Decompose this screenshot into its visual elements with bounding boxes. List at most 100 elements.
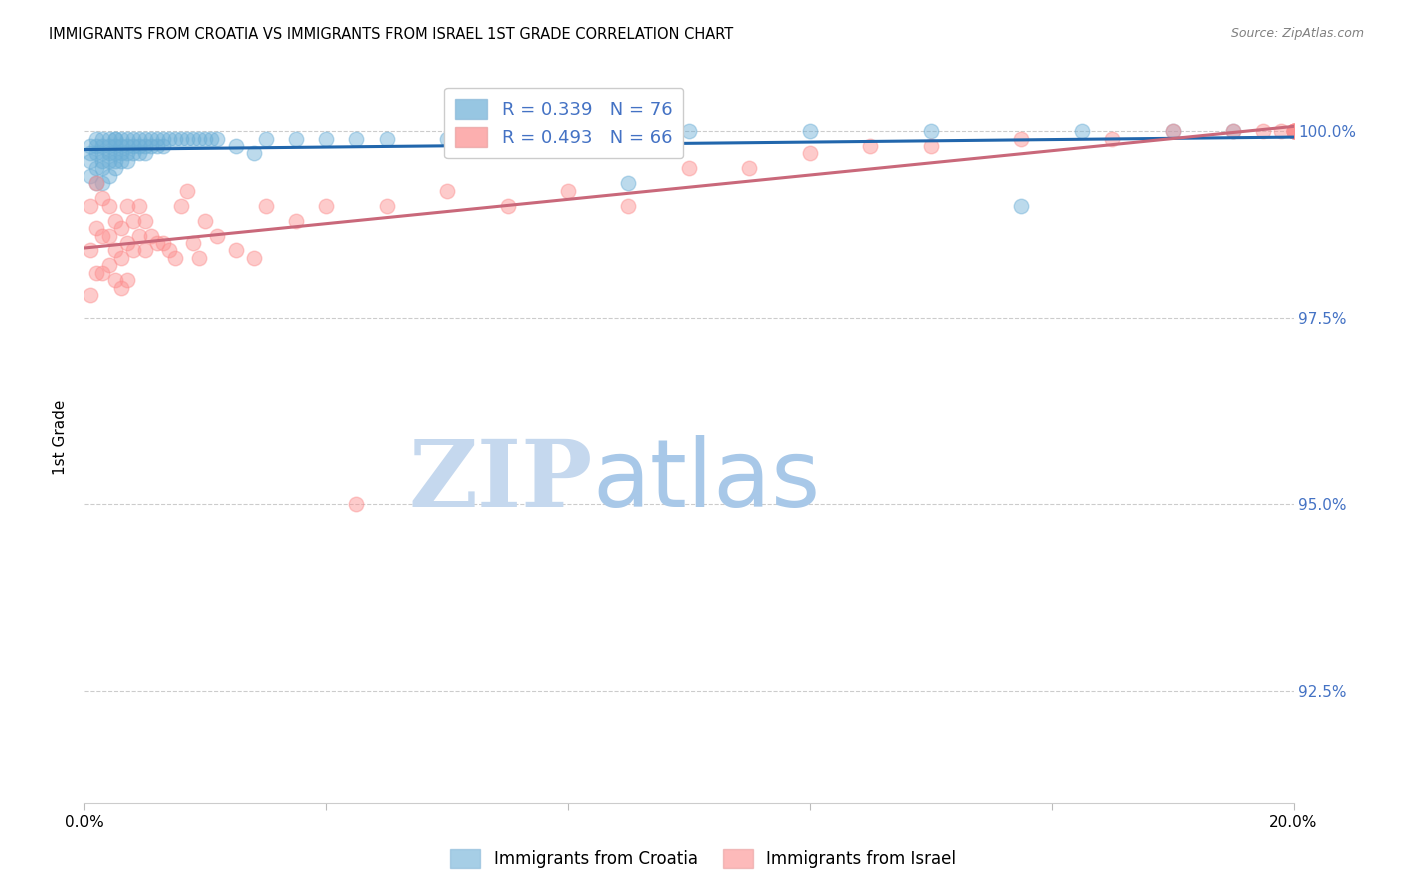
Point xyxy=(242,251,264,265)
Point xyxy=(176,184,198,198)
Point xyxy=(104,273,127,287)
Point xyxy=(200,131,222,145)
Text: Source: ZipAtlas.com: Source: ZipAtlas.com xyxy=(1230,27,1364,40)
Point xyxy=(799,146,821,161)
Point xyxy=(134,213,156,227)
Point xyxy=(1161,124,1184,138)
Point xyxy=(110,281,132,295)
Point xyxy=(104,244,127,258)
Point xyxy=(91,146,114,161)
Point xyxy=(1011,199,1033,213)
Point xyxy=(375,131,398,145)
Point xyxy=(157,131,180,145)
Point xyxy=(110,139,132,153)
Point xyxy=(91,139,114,153)
Point xyxy=(678,161,700,176)
Point xyxy=(1282,124,1305,138)
Point xyxy=(115,235,138,250)
Point xyxy=(79,153,101,168)
Point xyxy=(170,199,193,213)
Point xyxy=(121,139,143,153)
Point xyxy=(285,213,308,227)
Point xyxy=(188,131,211,145)
Point xyxy=(139,228,162,243)
Point xyxy=(1161,124,1184,138)
Point xyxy=(859,139,882,153)
Point xyxy=(617,199,640,213)
Point xyxy=(104,131,127,145)
Point xyxy=(920,124,942,138)
Point xyxy=(134,244,156,258)
Point xyxy=(134,146,156,161)
Point xyxy=(86,139,108,153)
Point xyxy=(170,131,193,145)
Point xyxy=(86,221,108,235)
Point xyxy=(920,139,942,153)
Point xyxy=(165,131,187,145)
Point xyxy=(97,259,120,273)
Point xyxy=(115,153,138,168)
Point xyxy=(1101,131,1123,145)
Point xyxy=(104,153,127,168)
Point xyxy=(97,153,120,168)
Point xyxy=(346,131,368,145)
Point xyxy=(1270,124,1292,138)
Point xyxy=(86,177,108,191)
Point xyxy=(1282,124,1305,138)
Point xyxy=(115,131,138,145)
Point xyxy=(134,139,156,153)
Point xyxy=(496,124,519,138)
Point xyxy=(86,146,108,161)
Point xyxy=(738,161,761,176)
Point xyxy=(79,288,101,302)
Point xyxy=(86,266,108,280)
Point xyxy=(91,266,114,280)
Point xyxy=(157,244,180,258)
Point xyxy=(225,139,247,153)
Point xyxy=(128,146,150,161)
Point xyxy=(799,124,821,138)
Point xyxy=(152,235,174,250)
Point xyxy=(1282,124,1305,138)
Point xyxy=(121,213,143,227)
Point xyxy=(1011,131,1033,145)
Point xyxy=(79,169,101,183)
Point xyxy=(139,139,162,153)
Point xyxy=(1282,124,1305,138)
Point xyxy=(110,221,132,235)
Point xyxy=(110,153,132,168)
Point xyxy=(207,131,229,145)
Point xyxy=(207,228,229,243)
Point xyxy=(104,131,127,145)
Point xyxy=(86,131,108,145)
Point xyxy=(194,131,217,145)
Point xyxy=(617,177,640,191)
Text: atlas: atlas xyxy=(592,435,821,527)
Point xyxy=(91,161,114,176)
Point xyxy=(91,191,114,205)
Point xyxy=(79,146,101,161)
Point xyxy=(128,139,150,153)
Point xyxy=(97,199,120,213)
Point xyxy=(121,244,143,258)
Point xyxy=(110,131,132,145)
Point xyxy=(436,131,458,145)
Point xyxy=(1282,124,1305,138)
Point xyxy=(134,131,156,145)
Legend: Immigrants from Croatia, Immigrants from Israel: Immigrants from Croatia, Immigrants from… xyxy=(443,842,963,875)
Point xyxy=(181,235,204,250)
Point xyxy=(146,131,169,145)
Point xyxy=(254,199,277,213)
Text: ZIP: ZIP xyxy=(408,436,592,526)
Point xyxy=(104,139,127,153)
Point xyxy=(121,131,143,145)
Point xyxy=(165,251,187,265)
Point xyxy=(91,153,114,168)
Point xyxy=(1282,124,1305,138)
Point xyxy=(285,131,308,145)
Point xyxy=(152,131,174,145)
Point xyxy=(139,131,162,145)
Text: IMMIGRANTS FROM CROATIA VS IMMIGRANTS FROM ISRAEL 1ST GRADE CORRELATION CHART: IMMIGRANTS FROM CROATIA VS IMMIGRANTS FR… xyxy=(49,27,734,42)
Point xyxy=(1071,124,1094,138)
Point xyxy=(79,199,101,213)
